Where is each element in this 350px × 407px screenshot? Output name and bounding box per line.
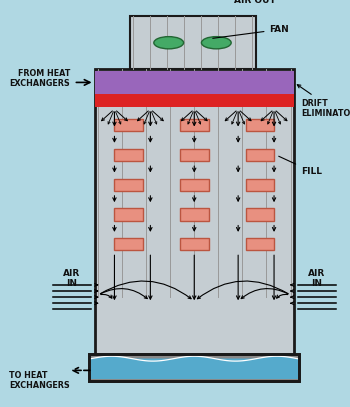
Bar xyxy=(246,179,274,191)
Ellipse shape xyxy=(202,37,231,49)
Text: AIR
IN: AIR IN xyxy=(63,269,80,289)
Bar xyxy=(94,71,294,94)
Bar xyxy=(180,179,209,191)
Text: FROM HEAT
EXCHANGERS: FROM HEAT EXCHANGERS xyxy=(9,69,70,88)
Bar xyxy=(89,354,299,381)
Bar xyxy=(246,119,274,131)
Ellipse shape xyxy=(154,37,184,49)
Bar xyxy=(114,208,143,221)
Bar xyxy=(180,149,209,161)
Text: TO HEAT
EXCHANGERS: TO HEAT EXCHANGERS xyxy=(9,371,70,390)
Bar xyxy=(91,359,298,379)
Bar xyxy=(180,119,209,131)
Text: FAN: FAN xyxy=(213,25,289,38)
Bar xyxy=(94,69,294,358)
Bar xyxy=(94,94,294,107)
Bar xyxy=(114,149,143,161)
Bar xyxy=(180,238,209,250)
Bar xyxy=(114,179,143,191)
Text: FILL: FILL xyxy=(279,156,322,176)
Text: AIR
IN: AIR IN xyxy=(308,269,326,289)
Bar xyxy=(246,208,274,221)
Bar xyxy=(130,16,256,69)
Bar xyxy=(114,119,143,131)
Bar xyxy=(114,238,143,250)
Text: DRIFT
ELIMINATORS: DRIFT ELIMINATORS xyxy=(297,85,350,118)
Bar xyxy=(89,354,299,381)
Bar xyxy=(246,149,274,161)
Text: AIR OUT: AIR OUT xyxy=(234,0,276,5)
Bar xyxy=(246,238,274,250)
Bar xyxy=(180,208,209,221)
